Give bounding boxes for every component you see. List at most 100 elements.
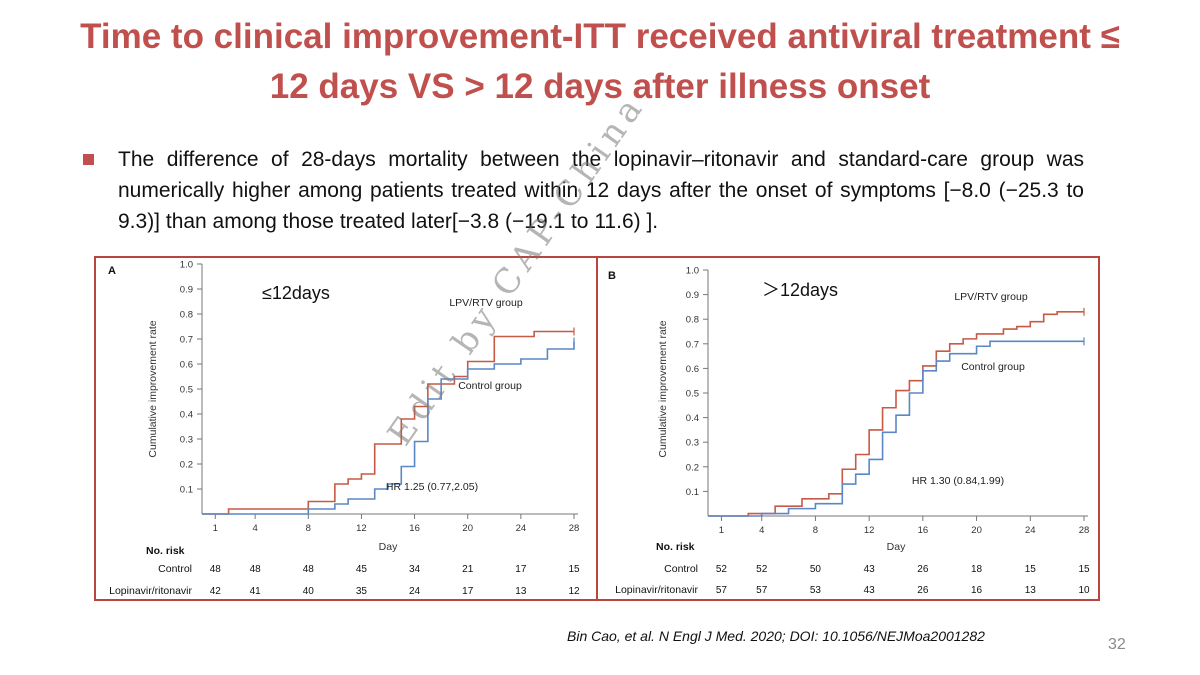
panel-a-series-lpv-line <box>202 330 574 515</box>
panel-b-y-tick-label: 0.3 <box>686 438 699 449</box>
panel-b-risk-value: 53 <box>810 585 822 596</box>
panel-a-risk-value: 48 <box>303 564 315 575</box>
panel-b-y-tick-label: 0.1 <box>686 487 699 498</box>
panel-a-x-tick-label: 28 <box>569 523 580 534</box>
panel-b-y-tick-label: 0.5 <box>686 389 699 400</box>
panel-a-risk-value: 13 <box>515 586 527 597</box>
panel-a-risk-value: 24 <box>409 586 421 597</box>
panel-b-risk-header: No. risk <box>656 541 695 553</box>
panel-a-heading: ≤12days <box>262 283 330 303</box>
panel-b-risk-value: 26 <box>917 585 929 596</box>
panel-a-risk-row-label: Control <box>158 563 192 575</box>
panel-a-risk-value: 48 <box>210 564 222 575</box>
panel-a-risk-value: 35 <box>356 586 368 597</box>
panel-b-risk-value: 43 <box>864 585 876 596</box>
panel-a-series-control-line <box>202 341 575 515</box>
panel-b-y-tick-label: 0.8 <box>686 315 699 326</box>
bullet-text: The difference of 28-days mortality betw… <box>118 148 1084 233</box>
slide-title-line-1: Time to clinical improvement-ITT receive… <box>80 17 1120 56</box>
panel-a-y-tick-label: 0.2 <box>180 460 193 471</box>
panel-b-risk-value: 18 <box>971 564 983 575</box>
panel-b-hazard-ratio: HR 1.30 (0.84,1.99) <box>912 475 1004 487</box>
panel-a-x-tick-label: 24 <box>516 523 527 534</box>
panel-b-risk-value: 50 <box>810 564 822 575</box>
panel-b-risk-row-label: Control <box>664 563 698 575</box>
panel-b-x-tick-label: 28 <box>1079 525 1090 536</box>
panel-a-x-tick-label: 1 <box>213 523 218 534</box>
panel-b-risk-value: 52 <box>716 564 728 575</box>
panel-a-risk-value: 48 <box>250 564 262 575</box>
panel-a-legend-lpv: LPV/RTV group <box>449 297 523 309</box>
panel-a-y-tick-label: 0.3 <box>180 435 193 446</box>
panel-a-risk-value: 45 <box>356 564 368 575</box>
panel-b-y-tick-label: 0.9 <box>686 290 699 301</box>
panel-b-risk-value: 57 <box>756 585 768 596</box>
slide-title-line-2: 12 days VS > 12 days after illness onset <box>269 67 931 106</box>
figure-divider <box>596 256 598 601</box>
page-number: 32 <box>1108 636 1126 653</box>
panel-a-risk-value: 21 <box>462 564 474 575</box>
panel-a-y-tick-label: 0.8 <box>180 310 193 321</box>
panel-b-risk-value: 52 <box>756 564 768 575</box>
panel-b-risk-value: 15 <box>1025 564 1037 575</box>
panel-b-risk-value: 26 <box>917 564 929 575</box>
panel-a-x-axis-label: Day <box>379 541 398 553</box>
panel-b-risk-value: 43 <box>864 564 876 575</box>
panel-a-legend-control: Control group <box>458 380 522 392</box>
panel-b-x-axis-label: Day <box>887 541 906 553</box>
panel-b-risk-value: 16 <box>971 585 983 596</box>
panel-a-y-tick-label: 0.6 <box>180 360 193 371</box>
panel-a-risk-header: No. risk <box>146 545 185 557</box>
panel-a-hazard-ratio: HR 1.25 (0.77,2.05) <box>386 481 478 493</box>
panel-a-y-tick-label: 0.9 <box>180 285 193 296</box>
panel-b-x-tick-label: 8 <box>813 525 818 536</box>
panel-b-letter: B <box>608 270 616 282</box>
panel-b-x-tick-label: 16 <box>918 525 929 536</box>
panel-b-risk-value: 13 <box>1025 585 1037 596</box>
panel-a-risk-value: 15 <box>568 564 580 575</box>
panel-a-risk-value: 41 <box>250 586 262 597</box>
panel-a-x-tick-label: 8 <box>306 523 311 534</box>
panel-b-x-tick-label: 12 <box>864 525 875 536</box>
panel-a-letter: A <box>108 265 116 277</box>
panel-a-risk-row-label: Lopinavir/ritonavir <box>109 585 192 597</box>
panel-b-y-tick-label: 0.7 <box>686 339 699 350</box>
panel-b-series-lpv-line <box>708 311 1084 517</box>
panel-b-x-tick-label: 20 <box>971 525 982 536</box>
panel-b-series-control-line <box>708 340 1084 517</box>
panel-a-y-axis-label: Cumulative improvement rate <box>147 320 159 457</box>
panel-a-x-tick-label: 20 <box>462 523 473 534</box>
panel-a-x-tick-label: 4 <box>252 523 257 534</box>
panel-a-risk-value: 17 <box>462 586 474 597</box>
citation: Bin Cao, et al. N Engl J Med. 2020; DOI:… <box>567 628 985 644</box>
panel-a-y-tick-label: 0.7 <box>180 335 193 346</box>
panel-b-y-tick-label: 0.2 <box>686 462 699 473</box>
panel-b-risk-row-label: Lopinavir/ritonavir <box>615 584 698 596</box>
panel-a-risk-value: 42 <box>210 586 222 597</box>
bullet-square-icon <box>83 154 94 165</box>
km-charts: 0.10.20.30.40.50.60.70.80.91.01 4 8 12 16 20 2… <box>108 260 1090 598</box>
panel-b-y-axis-label: Cumulative improvement rate <box>657 320 669 457</box>
panel-b-x-tick-label: 1 <box>719 525 724 536</box>
panel-b-legend-control: Control group <box>961 361 1025 373</box>
panel-a-y-tick-label: 0.5 <box>180 385 193 396</box>
panel-a-x-tick-label: 12 <box>356 523 367 534</box>
panel-a-risk-value: 12 <box>568 586 580 597</box>
panel-a-risk-value: 17 <box>515 564 527 575</box>
panel-b-x-tick-label: 24 <box>1025 525 1036 536</box>
panel-b-y-tick-label: 0.4 <box>686 413 699 424</box>
panel-a-y-tick-label: 0.4 <box>180 410 193 421</box>
panel-a-y-tick-label: 0.1 <box>180 485 193 496</box>
slide-title: Time to clinical improvement-ITT receive… <box>0 12 1200 112</box>
panel-b-legend-lpv: LPV/RTV group <box>954 291 1028 303</box>
panel-a-risk-value: 40 <box>303 586 315 597</box>
panel-b-risk-value: 10 <box>1078 585 1090 596</box>
panel-a-y-tick-label: 1.0 <box>180 260 193 271</box>
panel-b-y-tick-label: 1.0 <box>686 266 699 277</box>
panel-b-x-tick-label: 4 <box>759 525 764 536</box>
panel-a-x-tick-label: 16 <box>409 523 420 534</box>
panel-b-risk-value: 15 <box>1078 564 1090 575</box>
panel-a-risk-value: 34 <box>409 564 421 575</box>
panel-b-heading: ＞12days <box>762 280 838 300</box>
panel-b-risk-value: 57 <box>716 585 728 596</box>
